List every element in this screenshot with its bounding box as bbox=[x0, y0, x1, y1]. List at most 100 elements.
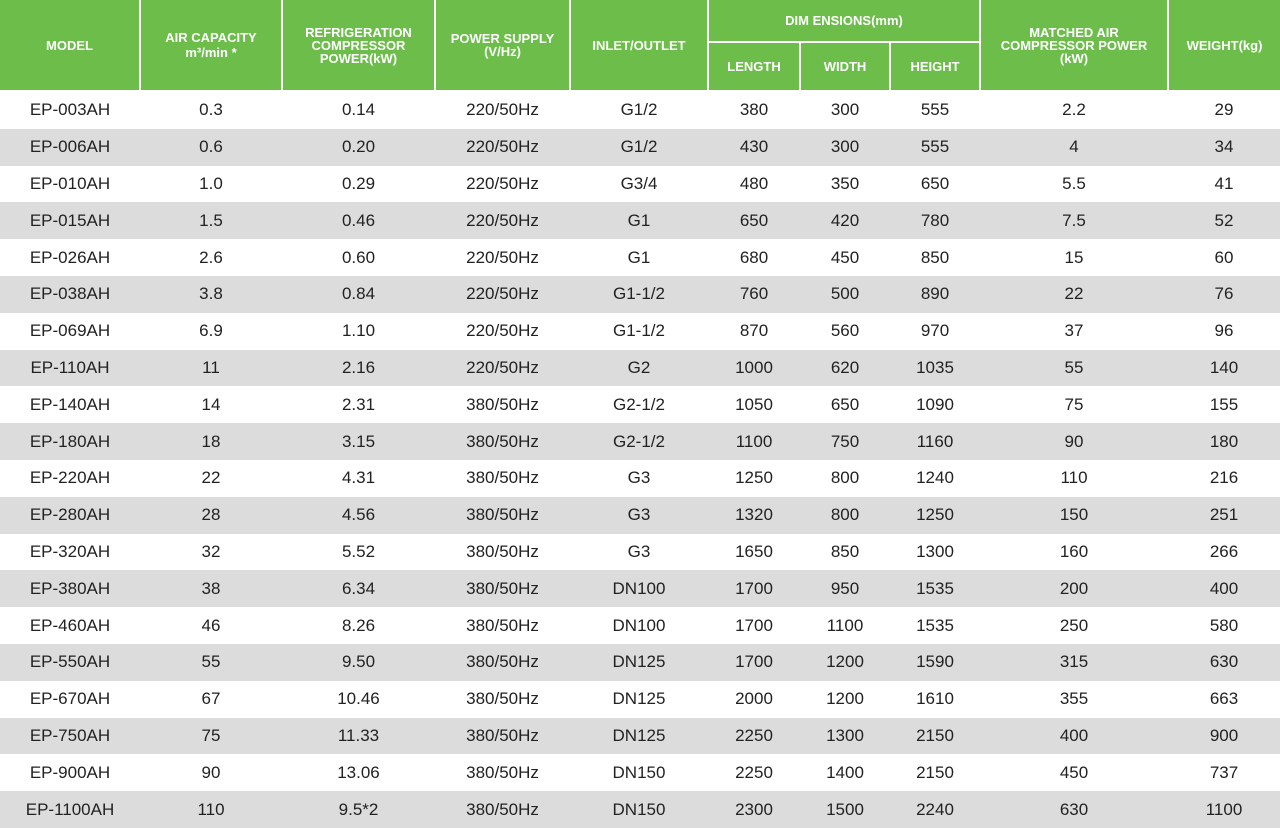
table-cell: 300 bbox=[800, 128, 890, 166]
table-header: MODEL AIR CAPACITY m³/min * REFRIGERATION… bbox=[0, 0, 1280, 92]
table-cell: 870 bbox=[739, 321, 769, 341]
table-row: EP-670AH 67 10.46 380/50Hz DN125 2000 1200 1610… bbox=[0, 681, 1280, 718]
table-cell: 1300 bbox=[916, 541, 954, 561]
table-cell: DN125 bbox=[570, 643, 708, 681]
table-cell: 1035 bbox=[890, 349, 980, 387]
table-cell: 1160 bbox=[890, 423, 980, 460]
table-cell: 300 bbox=[830, 100, 860, 120]
table-cell: 1000 bbox=[708, 349, 800, 387]
table-row: EP-006AH 0.6 0.20 220/50Hz G1/2 430 300 555 4 34 bbox=[0, 128, 1280, 166]
table-cell: 380/50Hz bbox=[435, 791, 570, 828]
table-cell: 11.33 bbox=[282, 717, 435, 755]
table-cell: 5.5 bbox=[1062, 173, 1086, 193]
table-cell: 18 bbox=[140, 423, 282, 460]
table-cell: EP-110AH bbox=[0, 349, 140, 387]
table-cell: DN125 bbox=[612, 689, 666, 709]
table-cell: G3/4 bbox=[620, 173, 658, 193]
table-cell: 90 bbox=[201, 762, 221, 782]
table-row: EP-550AH 55 9.50 380/50Hz DN125 1700 1200 1590 3… bbox=[0, 643, 1280, 681]
table-cell: DN125 bbox=[570, 717, 708, 755]
table-row: EP-069AH 6.9 1.10 220/50Hz G1-1/2 870 560 970 37… bbox=[0, 313, 1280, 350]
table-cell: 6.9 bbox=[199, 321, 223, 341]
table-row: EP-038AH 3.8 0.84 220/50Hz G1-1/2 760 500 890 22… bbox=[0, 275, 1280, 313]
table-cell: 1250 bbox=[890, 496, 980, 534]
table-cell: DN150 bbox=[570, 791, 708, 828]
table-cell: 380/50Hz bbox=[466, 689, 539, 709]
table-cell: 380/50Hz bbox=[466, 541, 539, 561]
table-cell: 38 bbox=[140, 570, 282, 608]
table-cell: 52 bbox=[1168, 202, 1280, 240]
table-cell: 480 bbox=[739, 173, 769, 193]
table-row: EP-015AH 1.5 0.46 220/50Hz G1 650 420 780 7.5 52 bbox=[0, 202, 1280, 240]
table-cell: 1300 bbox=[800, 717, 890, 755]
table-cell: 29 bbox=[1214, 100, 1234, 120]
table-cell: EP-003AH bbox=[29, 100, 111, 120]
table-cell: DN100 bbox=[570, 570, 708, 608]
table-cell: 900 bbox=[1168, 717, 1280, 755]
table-cell: 60 bbox=[1214, 247, 1234, 267]
table-cell: EP-320AH bbox=[29, 541, 111, 561]
table-cell: 75 bbox=[1064, 394, 1084, 414]
table-cell: 3.15 bbox=[282, 423, 435, 460]
table-cell: 5.52 bbox=[341, 541, 376, 561]
table-cell: 9.5*2 bbox=[282, 791, 435, 828]
table-cell: 1200 bbox=[826, 689, 864, 709]
header-cell: MODEL bbox=[0, 0, 141, 92]
table-cell: EP-280AH bbox=[0, 496, 140, 534]
table-cell: 950 bbox=[800, 570, 890, 608]
table-cell: 4.31 bbox=[341, 468, 376, 488]
table-cell: 555 bbox=[920, 100, 950, 120]
table-cell: G1-1/2 bbox=[570, 275, 708, 313]
table-cell: 650 bbox=[708, 202, 800, 240]
table-cell: 34 bbox=[1168, 128, 1280, 166]
table-cell: 1320 bbox=[708, 496, 800, 534]
table-cell: G1/2 bbox=[570, 128, 708, 166]
table-cell: 970 bbox=[920, 321, 950, 341]
table-cell: 14 bbox=[201, 394, 221, 414]
table-cell: G3 bbox=[570, 496, 708, 534]
table-cell: EP-026AH bbox=[29, 247, 111, 267]
table-cell: EP-010AH bbox=[29, 173, 111, 193]
table-cell: 1400 bbox=[826, 762, 864, 782]
table-cell: 450 bbox=[1059, 762, 1089, 782]
table-cell: EP-550AH bbox=[0, 643, 140, 681]
table-cell: 1240 bbox=[916, 468, 954, 488]
table-cell: 150 bbox=[980, 496, 1168, 534]
table-cell: 800 bbox=[800, 496, 890, 534]
table-cell: 2.6 bbox=[199, 247, 223, 267]
table-cell: 1100 bbox=[1168, 791, 1280, 828]
table-row: EP-900AH 90 13.06 380/50Hz DN150 2250 1400 2150… bbox=[0, 754, 1280, 791]
table-cell: 1610 bbox=[916, 689, 954, 709]
table-cell: 55 bbox=[980, 349, 1168, 387]
table-cell: 10.46 bbox=[337, 689, 380, 709]
table-row: EP-320AH 32 5.52 380/50Hz G3 1650 850 1300 160 26… bbox=[0, 534, 1280, 571]
table-cell: 1250 bbox=[735, 468, 773, 488]
header-cell: INLET/OUTLET bbox=[569, 0, 709, 92]
table-cell: 15 bbox=[1064, 247, 1084, 267]
table-cell: 580 bbox=[1209, 615, 1239, 635]
table-cell: 3.8 bbox=[140, 275, 282, 313]
table-cell: 400 bbox=[1168, 570, 1280, 608]
table-cell: 1535 bbox=[890, 570, 980, 608]
table-row: EP-140AH 14 2.31 380/50Hz G2-1/2 1050 650 1090 7… bbox=[0, 386, 1280, 423]
table-row: EP-380AH 38 6.34 380/50Hz DN100 1700 950 1535 20… bbox=[0, 570, 1280, 608]
table-cell: 110 bbox=[140, 791, 282, 828]
table-cell: 630 bbox=[1168, 643, 1280, 681]
table-cell: 380/50Hz bbox=[466, 468, 539, 488]
table-cell: 216 bbox=[1209, 468, 1239, 488]
table-cell: 8.26 bbox=[341, 615, 376, 635]
table-cell: 450 bbox=[830, 247, 860, 267]
table-cell: 800 bbox=[830, 468, 860, 488]
table-row: EP-750AH 75 11.33 380/50Hz DN125 2250 1300 2150… bbox=[0, 717, 1280, 755]
table-cell: 110 bbox=[1060, 468, 1088, 488]
table-cell: EP-069AH bbox=[29, 321, 111, 341]
table-cell: 0.14 bbox=[341, 100, 376, 120]
table-cell: 2250 bbox=[735, 762, 773, 782]
table-cell: 1090 bbox=[916, 394, 954, 414]
table-cell: 0.6 bbox=[140, 128, 282, 166]
table-cell: 140 bbox=[1168, 349, 1280, 387]
table-cell: 160 bbox=[1059, 541, 1089, 561]
table-row: EP-280AH 28 4.56 380/50Hz G3 1320 800 1250 150 25… bbox=[0, 496, 1280, 534]
table-cell: 0.20 bbox=[282, 128, 435, 166]
table-cell: 620 bbox=[800, 349, 890, 387]
